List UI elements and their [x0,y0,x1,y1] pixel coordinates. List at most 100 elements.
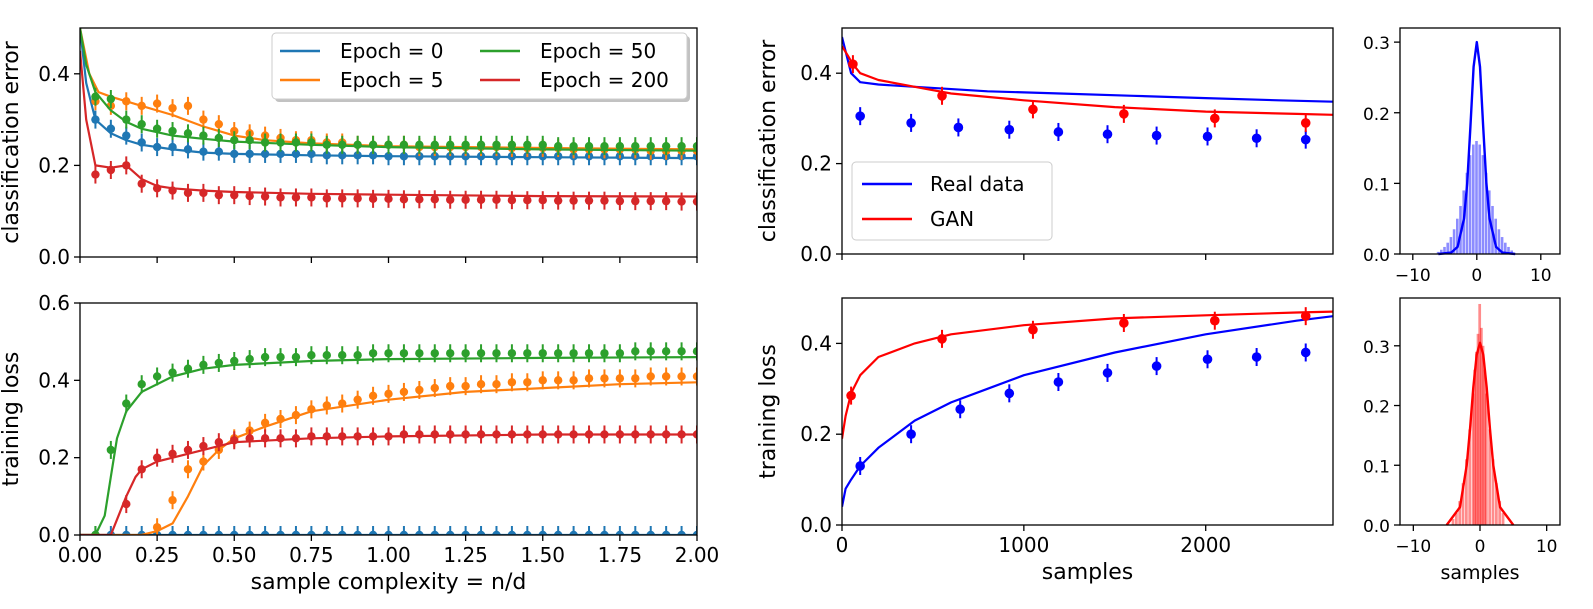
data-point [338,151,347,160]
histogram-bar [1480,327,1483,525]
data-point [646,196,655,206]
data-point [584,374,594,383]
plot-frame [841,297,1334,526]
data-point [846,390,856,401]
legend: Epoch = 0 Epoch = 5 Epoch = 50 Epoch = 200 [271,32,690,102]
data-point [230,356,239,366]
data-point [615,141,625,151]
data-point [1209,315,1220,326]
data-point [937,91,947,101]
data-point [368,194,378,204]
y-tick-label: 0.0 [1363,517,1390,537]
histogram-bar [1491,459,1495,525]
data-point [446,430,455,439]
data-point [122,161,131,170]
data-point [1119,318,1129,328]
data-point [152,142,162,152]
data-point [553,530,563,535]
data-point [384,152,393,161]
series-line [80,50,697,198]
legend-box [851,161,1053,241]
histogram-bar [1468,155,1472,254]
chart-hist_bottom: 0.0 0.1 0.2 0.3 −10 0 10 samples [1363,297,1561,584]
data-point [523,378,532,387]
data-point [122,399,131,408]
data-point [584,530,594,535]
plot-area [842,307,1333,508]
histogram-bar [1440,249,1443,254]
y-axis-label: classification error [756,39,781,243]
histogram-bar [1507,246,1510,254]
data-point [260,352,270,362]
data-point [399,140,409,149]
data-point [307,193,316,202]
data-point [446,349,455,358]
data-point [615,530,625,535]
data-point [276,414,285,424]
data-point [569,430,578,439]
data-point [322,432,331,441]
data-point [199,131,208,140]
chart-right_top: 0.0 0.2 0.4 classification error Real data GA… [756,27,1334,266]
data-point [476,152,486,161]
data-point [168,368,177,377]
y-axis-label: training loss [0,352,24,487]
histogram-bar [1504,242,1507,254]
data-point [584,430,594,439]
data-point [523,196,532,205]
data-point [855,461,865,471]
x-tick-label: 0.75 [289,543,334,567]
data-point [106,445,116,455]
series-line [842,315,1333,508]
data-point [430,530,439,535]
histogram-bar [1497,229,1501,254]
data-point [1102,368,1113,378]
histogram-bar [1473,369,1477,525]
data-point [291,410,301,420]
data-point [1151,130,1162,141]
data-point [245,149,254,159]
x-tick-label: −10 [1395,537,1431,557]
data-point [476,349,486,358]
data-point [307,149,316,159]
histogram-bar [1500,237,1504,254]
y-tick-label: 0.0 [38,245,70,269]
data-point [661,372,671,381]
x-tick-label: 0 [1475,537,1486,557]
data-point [600,430,609,439]
data-point [230,126,239,136]
histogram-bar [1478,144,1481,254]
x-axis-label: samples [1042,560,1133,585]
data-point [584,349,594,358]
data-point [1202,354,1213,365]
data-point [384,530,393,535]
data-point [199,188,208,198]
histogram-bar [1475,141,1478,254]
data-point [1053,127,1064,137]
x-tick-label: −10 [1395,266,1431,286]
data-point [631,347,640,356]
data-point [338,432,347,441]
y-tick-label: 0.2 [800,152,832,176]
y-tick-label: 0.2 [1363,105,1390,125]
data-point [260,434,270,443]
data-point [476,430,486,439]
data-point [338,351,347,360]
chart-left_bottom: 0.0 0.2 0.4 0.6 0.00 0.25 0.50 0.75 1.00 1.25 1.50… [0,291,719,595]
histogram-bar [1465,172,1469,254]
data-point [276,149,285,159]
data-point [615,349,625,358]
data-point [677,430,686,439]
data-point [152,184,162,193]
data-point [230,149,239,159]
data-point [214,190,224,200]
y-tick-label: 0.2 [1363,398,1390,418]
data-point [276,530,285,535]
histogram-bar [1481,345,1485,525]
histogram-bar [1465,459,1468,525]
data-point [446,381,455,391]
data-point [661,430,671,439]
data-point [322,151,331,160]
data-point [322,401,331,410]
